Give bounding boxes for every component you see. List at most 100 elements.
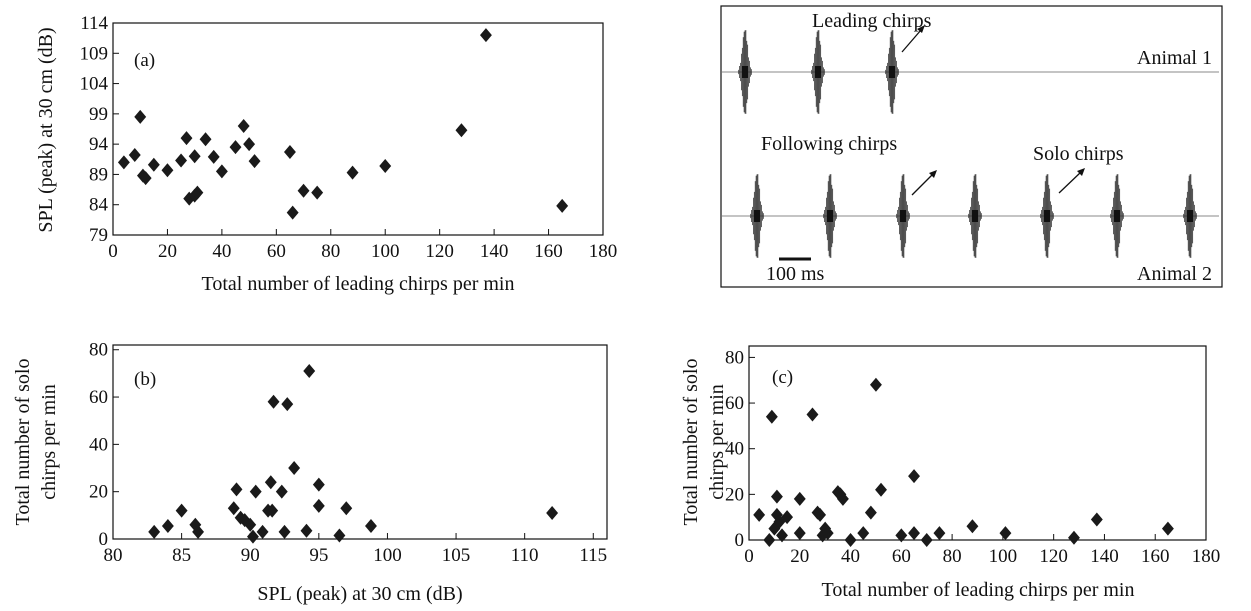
x-tick-label: 60 [892, 546, 911, 567]
panel-c-frame [748, 345, 1207, 541]
data-point [455, 123, 468, 138]
data-point [895, 528, 908, 543]
arrow-leading [901, 25, 925, 53]
data-point [908, 469, 920, 484]
data-point [161, 163, 174, 178]
solo-chirps-label: Solo chirps [1033, 143, 1124, 165]
x-tick-label: 100 [371, 241, 400, 262]
y-tick-label: 80 [89, 340, 108, 361]
data-point [192, 524, 205, 539]
y-tick-label: 114 [80, 13, 108, 34]
y-tick-label: 109 [80, 43, 109, 64]
data-point [266, 503, 279, 518]
data-point [264, 475, 277, 490]
data-point [776, 528, 788, 543]
data-point [312, 477, 325, 492]
x-tick-label: 100 [989, 546, 1018, 567]
data-point [297, 183, 310, 198]
data-point [303, 364, 316, 379]
chirp-waveform [885, 30, 899, 114]
panel-c-x-axis-label: Total number of leading chirps per min [822, 579, 1135, 601]
data-point [346, 165, 359, 180]
data-point [147, 157, 160, 172]
data-point [283, 145, 296, 160]
y-tick-label: 94 [89, 134, 109, 155]
data-point [1090, 512, 1103, 527]
animal-2-label: Animal 2 [1137, 263, 1212, 285]
panel-c-y-axis-label-line2: chirps per min [706, 384, 728, 500]
data-point [546, 505, 559, 520]
x-tick-label: 110 [511, 545, 539, 566]
data-point [267, 394, 280, 409]
data-point [753, 507, 766, 522]
data-point [312, 498, 325, 513]
chirp-waveform [750, 174, 764, 258]
data-point [281, 397, 294, 412]
data-point [864, 505, 877, 520]
y-tick-label: 60 [89, 387, 108, 408]
chirp-waveform [811, 30, 825, 114]
data-point [793, 526, 806, 541]
panel-c-scatter: (c) 0 20 40 60 80 100 120 140 160 180 0 20 40 60 80 To… [680, 345, 1220, 601]
y-tick-label: 79 [89, 225, 108, 246]
data-point [243, 137, 256, 152]
panel-b-scatter: (b) 80 85 90 95 100 105 110 115 0 20 40 60 80 SPL (p… [12, 340, 608, 605]
data-point [237, 118, 250, 133]
data-point [379, 158, 392, 173]
data-point [770, 507, 783, 522]
data-point [275, 484, 288, 499]
data-point [238, 513, 251, 528]
y-tick-label: 84 [89, 195, 109, 216]
data-point [248, 154, 261, 169]
data-point [175, 153, 188, 168]
data-point [278, 524, 291, 539]
panel-a-scatter: (a) 0 20 40 60 80 100 120 140 160 180 79 84 89 94 99 10… [35, 13, 617, 295]
leading-chirps-label: Leading chirps [812, 10, 932, 32]
data-point [765, 409, 778, 424]
data-point [556, 198, 569, 213]
data-point [161, 518, 174, 533]
following-chirps-label: Following chirps [761, 133, 897, 155]
data-point [933, 526, 946, 541]
panel-a-label: (a) [134, 50, 155, 71]
x-tick-label: 40 [212, 241, 231, 262]
chirp-waveform [968, 174, 982, 258]
data-point [247, 529, 259, 544]
x-tick-label: 115 [579, 545, 607, 566]
x-tick-label: 20 [158, 241, 177, 262]
data-point [340, 501, 353, 516]
y-tick-label: 104 [80, 74, 109, 95]
data-point [814, 507, 827, 522]
x-tick-label: 60 [267, 241, 286, 262]
chirp-waveform [1110, 174, 1124, 258]
data-point [249, 484, 262, 499]
y-tick-label: 40 [89, 434, 108, 455]
x-tick-label: 160 [1141, 546, 1170, 567]
x-tick-label: 180 [589, 241, 618, 262]
data-point [244, 517, 257, 532]
data-point [869, 377, 882, 392]
x-tick-label: 20 [790, 546, 809, 567]
panel-b-x-axis-label: SPL (peak) at 30 cm (dB) [257, 583, 462, 605]
data-point [966, 519, 979, 534]
x-tick-label: 160 [534, 241, 563, 262]
y-tick-label: 0 [99, 529, 109, 550]
data-point [139, 171, 152, 186]
y-tick-label: 0 [735, 530, 745, 551]
data-point [908, 526, 920, 541]
data-point [288, 461, 301, 476]
data-point [365, 518, 377, 533]
data-point [207, 149, 220, 164]
x-tick-label: 0 [744, 546, 754, 567]
arrow-solo [1058, 168, 1085, 194]
data-point [333, 528, 346, 543]
data-point [806, 407, 819, 422]
data-point [1068, 530, 1080, 545]
data-point [875, 482, 887, 497]
chirp-waveform [896, 174, 910, 258]
data-point [286, 205, 299, 220]
data-point [857, 526, 870, 541]
arrow-following [911, 170, 937, 196]
data-point [199, 132, 212, 147]
